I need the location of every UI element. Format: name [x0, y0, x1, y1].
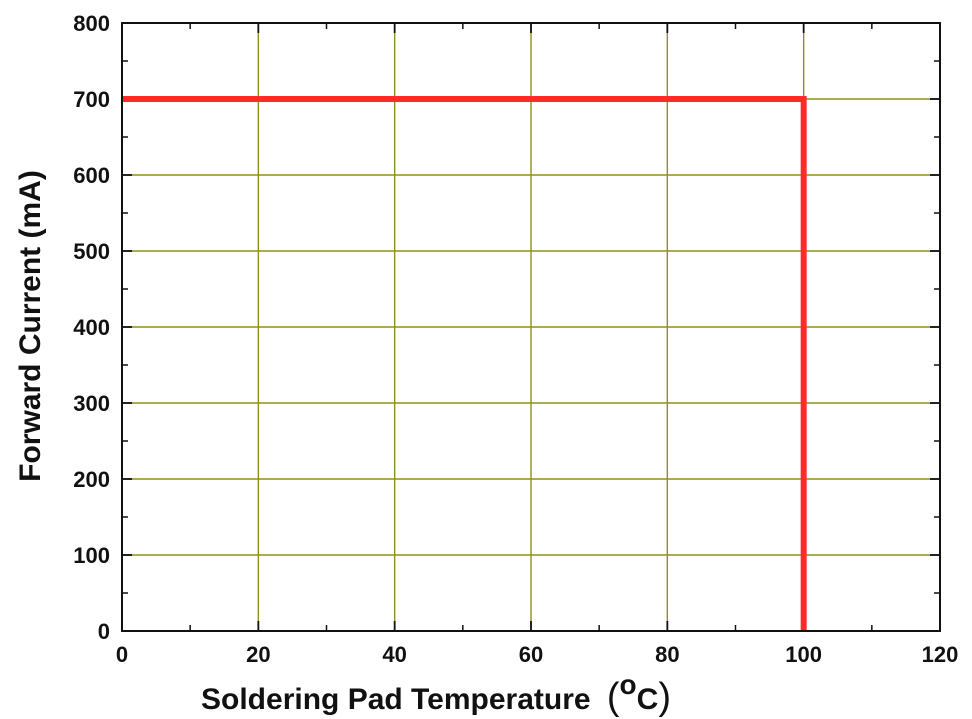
x-tick-label: 40 — [382, 642, 406, 667]
y-tick-label: 400 — [73, 315, 110, 340]
y-tick-label: 100 — [73, 543, 110, 568]
x-axis-unit-degree: o — [620, 669, 637, 700]
y-tick-labels: 0 100 200 300 400 500 600 700 800 — [73, 11, 110, 644]
x-tick-label: 100 — [785, 642, 822, 667]
y-tick-label: 600 — [73, 163, 110, 188]
y-tick-label: 700 — [73, 87, 110, 112]
y-tick-label: 200 — [73, 467, 110, 492]
x-tick-label: 0 — [116, 642, 128, 667]
x-tick-label: 60 — [519, 642, 543, 667]
x-axis-title: Soldering Pad Temperature (oC) — [201, 669, 671, 718]
x-axis-title-text: Soldering Pad Temperature — [201, 683, 591, 716]
grid — [122, 23, 940, 631]
y-tick-label: 300 — [73, 391, 110, 416]
y-axis-title: Forward Current (mA) — [14, 170, 47, 482]
x-axis-unit-symbol: C — [637, 683, 659, 716]
x-axis-unit-open: ( — [607, 676, 620, 718]
y-tick-label: 800 — [73, 11, 110, 36]
x-axis-unit-close: ) — [658, 676, 671, 718]
x-tick-label: 80 — [655, 642, 679, 667]
y-tick-label: 500 — [73, 239, 110, 264]
y-tick-label: 0 — [98, 619, 110, 644]
x-tick-labels: 0 20 40 60 80 100 120 — [116, 642, 958, 667]
plot-frame — [121, 22, 941, 632]
series-line-0 — [122, 96, 807, 631]
x-tick-label: 120 — [922, 642, 959, 667]
x-tick-label: 20 — [246, 642, 270, 667]
series-layer — [122, 96, 807, 631]
